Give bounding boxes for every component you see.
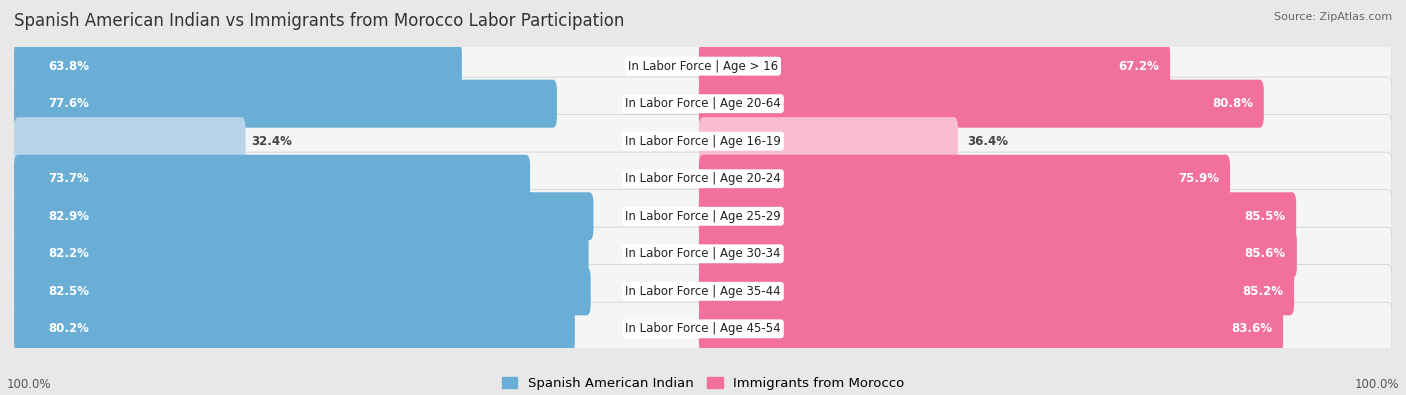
Text: 73.7%: 73.7% xyxy=(48,172,89,185)
FancyBboxPatch shape xyxy=(14,267,591,315)
FancyBboxPatch shape xyxy=(14,190,1392,243)
Text: In Labor Force | Age 30-34: In Labor Force | Age 30-34 xyxy=(626,247,780,260)
FancyBboxPatch shape xyxy=(699,230,1296,278)
FancyBboxPatch shape xyxy=(14,117,246,165)
Text: Source: ZipAtlas.com: Source: ZipAtlas.com xyxy=(1274,12,1392,22)
FancyBboxPatch shape xyxy=(699,155,1230,203)
Text: In Labor Force | Age 20-24: In Labor Force | Age 20-24 xyxy=(626,172,780,185)
Text: 77.6%: 77.6% xyxy=(48,97,90,110)
Text: In Labor Force | Age 25-29: In Labor Force | Age 25-29 xyxy=(626,210,780,223)
Text: Spanish American Indian vs Immigrants from Morocco Labor Participation: Spanish American Indian vs Immigrants fr… xyxy=(14,12,624,30)
FancyBboxPatch shape xyxy=(14,305,575,353)
FancyBboxPatch shape xyxy=(699,267,1294,315)
Text: 63.8%: 63.8% xyxy=(48,60,90,73)
FancyBboxPatch shape xyxy=(14,265,1392,318)
FancyBboxPatch shape xyxy=(14,40,1392,93)
FancyBboxPatch shape xyxy=(14,230,589,278)
Legend: Spanish American Indian, Immigrants from Morocco: Spanish American Indian, Immigrants from… xyxy=(496,371,910,395)
Text: 82.9%: 82.9% xyxy=(48,210,90,223)
Text: 85.5%: 85.5% xyxy=(1244,210,1285,223)
FancyBboxPatch shape xyxy=(14,115,1392,168)
FancyBboxPatch shape xyxy=(14,152,1392,205)
Text: 32.4%: 32.4% xyxy=(252,135,292,148)
Text: 85.2%: 85.2% xyxy=(1241,285,1284,298)
Text: 82.2%: 82.2% xyxy=(48,247,90,260)
Text: 80.2%: 80.2% xyxy=(48,322,90,335)
FancyBboxPatch shape xyxy=(14,77,1392,130)
Text: 67.2%: 67.2% xyxy=(1118,60,1159,73)
Text: 100.0%: 100.0% xyxy=(1354,378,1399,391)
FancyBboxPatch shape xyxy=(14,155,530,203)
FancyBboxPatch shape xyxy=(14,192,593,240)
FancyBboxPatch shape xyxy=(14,42,463,90)
FancyBboxPatch shape xyxy=(14,80,557,128)
FancyBboxPatch shape xyxy=(699,305,1284,353)
Text: In Labor Force | Age 20-64: In Labor Force | Age 20-64 xyxy=(626,97,780,110)
Text: In Labor Force | Age > 16: In Labor Force | Age > 16 xyxy=(628,60,778,73)
Text: 82.5%: 82.5% xyxy=(48,285,90,298)
FancyBboxPatch shape xyxy=(699,80,1264,128)
FancyBboxPatch shape xyxy=(14,227,1392,280)
FancyBboxPatch shape xyxy=(699,42,1170,90)
Text: 85.6%: 85.6% xyxy=(1244,247,1286,260)
Text: In Labor Force | Age 45-54: In Labor Force | Age 45-54 xyxy=(626,322,780,335)
FancyBboxPatch shape xyxy=(14,302,1392,356)
Text: In Labor Force | Age 35-44: In Labor Force | Age 35-44 xyxy=(626,285,780,298)
Text: 100.0%: 100.0% xyxy=(7,378,52,391)
FancyBboxPatch shape xyxy=(699,192,1296,240)
Text: 83.6%: 83.6% xyxy=(1232,322,1272,335)
FancyBboxPatch shape xyxy=(699,117,957,165)
Text: 36.4%: 36.4% xyxy=(967,135,1008,148)
Text: In Labor Force | Age 16-19: In Labor Force | Age 16-19 xyxy=(626,135,780,148)
Text: 75.9%: 75.9% xyxy=(1178,172,1219,185)
Text: 80.8%: 80.8% xyxy=(1212,97,1253,110)
